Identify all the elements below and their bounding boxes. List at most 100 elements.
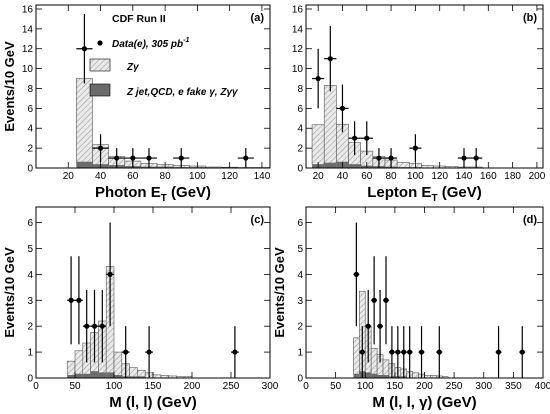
x-axis-title-main: M (l, l, γ) [372,394,432,411]
data-point [388,155,394,161]
y-tick-label: 4 [297,124,303,135]
x-tick-label: 100 [106,381,123,392]
y-tick-label: 12 [22,44,34,55]
x-tick-label: 120 [221,171,238,182]
panel-tag: (d) [523,214,537,226]
legend: CDF Run II Data(e), 305 pb-1 Zγ Z jet,QC… [89,13,239,98]
background-bar [365,372,372,378]
data-point [123,349,129,355]
x-tick-label: 40 [95,171,107,182]
y-tick-label: 4 [27,124,33,135]
x-tick-label: 40 [337,171,349,182]
y-tick-label: 10 [292,64,304,75]
signal-bar [113,351,123,376]
x-tick-label: 200 [529,171,546,182]
x-axis-title-main: M (l, l) [109,394,152,411]
data-point [389,349,395,355]
panel-c: 0 50 100 150 200 250 300 0 1 2 3 4 5 6 (c) M (l, l) (Ge… [2,206,279,411]
y-tick-label: 6 [27,104,33,115]
x-tick-label: 80 [160,171,172,182]
data-point [146,349,152,355]
y-tick-label: 4 [297,270,303,281]
y-tick-label: 2 [27,144,33,155]
panel-tag: (c) [251,214,265,226]
y-tick-label: 2 [297,322,303,333]
x-axis-title-subscript: T [161,193,167,204]
panel-b: 20 40 60 80 100 120 140 160 180 200 0 2 4 6 8 10 12 14 16 (… [292,4,546,204]
legend-signal-swatch [89,58,111,72]
background-bar [106,372,114,378]
x-axis-title: Lepton ET (GeV) [367,184,481,204]
data-point [84,323,90,329]
x-tick-label: 140 [254,171,271,182]
panel-tag: (a) [251,12,265,24]
data-point [81,46,88,52]
x-tick-label: 60 [127,171,139,182]
x-tick-label: 140 [456,171,473,182]
y-tick-label: 2 [297,144,303,155]
legend-background-swatch [89,83,111,97]
data-point [243,155,249,161]
x-tick-label: 20 [313,171,325,182]
background-bar [90,371,99,378]
x-axis-title-main: Lepton E [367,184,431,201]
y-tick-label: 14 [22,24,34,35]
background-bar [76,162,93,168]
y-tick-label: 6 [297,104,303,115]
y-tick-label: 3 [297,296,303,307]
x-tick-label: 120 [431,171,448,182]
data-point [97,145,104,151]
data-point [377,323,383,329]
data-point [68,297,74,303]
y-tick-label: 0 [27,374,33,385]
y-tick-label: 5 [27,244,33,255]
signal-bar [311,124,325,165]
legend-signal-label: Zγ [126,62,140,73]
x-tick-label: 350 [505,381,522,392]
x-tick-label: 0 [33,381,39,392]
y-tick-label: 8 [297,84,303,95]
y-tick-label: 16 [292,4,304,15]
background-bar [353,374,360,378]
x-tick-label: 160 [480,171,497,182]
x-tick-label: 150 [387,381,404,392]
background-bar [137,376,146,378]
data-point [352,135,358,141]
data-point [365,323,371,329]
x-tick-label: 80 [386,171,398,182]
y-tick-label: 6 [27,218,33,229]
x-tick-label: 300 [262,381,279,392]
panel-tag: (b) [523,12,537,24]
x-axis-title-unit: (GeV) [167,184,211,201]
data-point [376,155,382,161]
y-tick-label: 1 [27,348,33,359]
legend-title: CDF Run II [112,13,166,25]
signal-bar [66,360,76,376]
background-bar [67,375,75,378]
y-tick-label: 5 [297,244,303,255]
data-point [473,155,479,161]
x-tick-label: 200 [416,381,433,392]
x-tick-label: 0 [303,381,309,392]
y-tick-label: 0 [297,374,303,385]
background-bar [75,374,83,378]
data-point [418,349,425,355]
legend-data-label: Data(e), 305 pb-1 [112,37,189,50]
data-point [107,271,113,277]
x-axis-title: M (l, l, γ) (GeV) [372,394,476,411]
background-bar [377,375,384,378]
data-point [146,155,152,161]
signal-bar [370,347,378,375]
background-bar [82,374,91,378]
data-point [232,349,238,355]
x-axis-title-subscript: T [431,193,437,204]
y-tick-label: 14 [292,24,304,35]
x-tick-label: 250 [223,381,240,392]
data-point [371,297,377,303]
data-point [395,349,401,355]
x-tick-label: 150 [145,381,162,392]
data-point [130,155,136,161]
y-tick-label: 12 [292,44,304,55]
data-point [76,297,82,303]
signal-bar [412,372,419,379]
